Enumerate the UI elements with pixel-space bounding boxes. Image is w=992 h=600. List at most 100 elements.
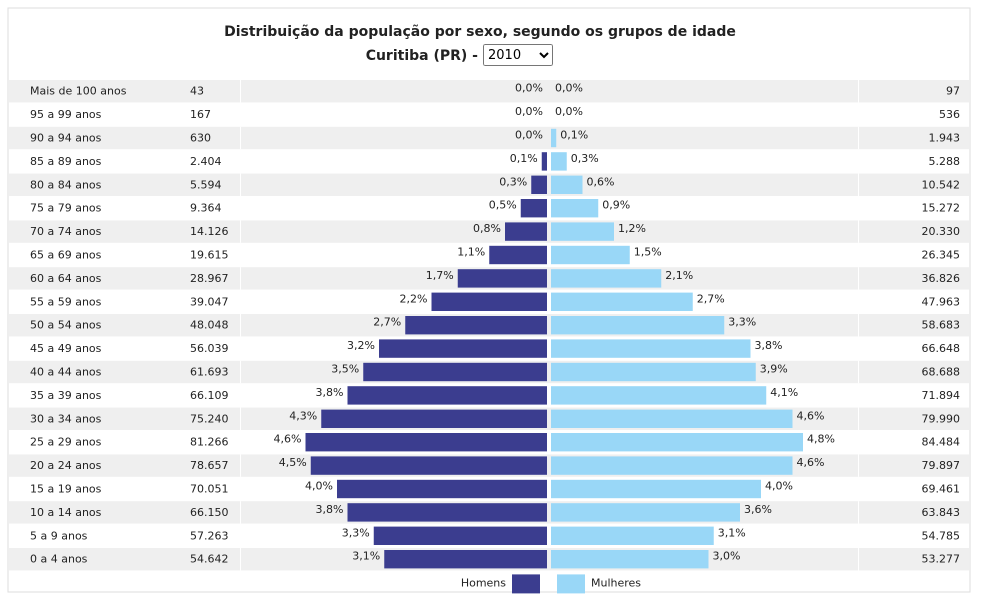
cell-sep — [240, 290, 241, 313]
age-label: 20 a 24 anos — [30, 459, 102, 472]
male-pct: 3,1% — [352, 550, 380, 563]
male-pct: 4,6% — [274, 433, 302, 446]
male-pct: 2,7% — [373, 316, 401, 329]
age-label: 95 a 99 anos — [30, 108, 102, 121]
age-label: 50 a 54 anos — [30, 319, 102, 332]
male-pct: 1,1% — [457, 246, 485, 259]
female-pct: 3,0% — [713, 550, 741, 563]
cell-sep — [858, 548, 859, 571]
cell-sep — [240, 524, 241, 547]
male-bar — [520, 199, 547, 218]
male-count: 2.404 — [190, 155, 222, 168]
male-pct: 4,5% — [279, 456, 307, 469]
male-pct: 0,0% — [515, 129, 543, 142]
cell-sep — [240, 548, 241, 571]
female-pct: 1,2% — [618, 222, 646, 235]
female-count: 1.943 — [929, 132, 961, 145]
male-count: 81.266 — [190, 436, 229, 449]
age-label: 80 a 84 anos — [30, 178, 102, 191]
male-bar — [531, 175, 547, 194]
male-pct: 4,3% — [289, 409, 317, 422]
male-count: 78.657 — [190, 459, 229, 472]
male-pct: 3,8% — [316, 386, 344, 399]
female-count: 36.826 — [922, 272, 961, 285]
age-label: 40 a 44 anos — [30, 366, 102, 379]
male-count: 5.594 — [190, 178, 222, 191]
male-pct: 0,0% — [515, 82, 543, 95]
row-stripe — [9, 80, 969, 103]
cell-sep — [858, 173, 859, 196]
female-count: 68.688 — [922, 366, 961, 379]
legend-label: Homens — [461, 576, 506, 589]
cell-sep — [240, 173, 241, 196]
cell-sep — [858, 197, 859, 220]
male-count: 54.642 — [190, 553, 229, 566]
female-pct: 4,6% — [797, 409, 825, 422]
row-stripe — [9, 126, 969, 150]
cell-sep — [858, 407, 859, 430]
male-bar — [457, 269, 547, 288]
cell-sep — [858, 267, 859, 290]
age-label: 55 a 59 anos — [30, 295, 102, 308]
female-pct: 3,8% — [755, 339, 783, 352]
female-count: 54.785 — [922, 529, 961, 542]
male-bar — [363, 362, 547, 382]
male-pct: 0,5% — [489, 199, 517, 212]
female-bar — [551, 479, 761, 499]
female-bar — [551, 526, 714, 545]
cell-sep — [858, 454, 859, 477]
male-bar — [373, 526, 547, 545]
male-count: 75.240 — [190, 412, 229, 425]
male-bar — [505, 222, 547, 241]
male-count: 61.693 — [190, 366, 229, 379]
cell-sep — [858, 243, 859, 267]
male-pct: 0,8% — [473, 222, 501, 235]
age-label: 10 a 14 anos — [30, 506, 102, 519]
age-label: 60 a 64 anos — [30, 272, 102, 285]
male-bar — [489, 245, 547, 265]
cell-sep — [858, 220, 859, 243]
cell-sep — [858, 314, 859, 337]
female-bar — [551, 503, 740, 522]
age-label: 90 a 94 anos — [30, 132, 102, 145]
male-pct: 0,3% — [499, 175, 527, 188]
female-pct: 4,0% — [765, 480, 793, 493]
cell-sep — [240, 150, 241, 173]
age-label: 5 a 9 anos — [30, 529, 88, 542]
female-bar — [551, 433, 803, 452]
female-bar — [551, 152, 567, 171]
cell-sep — [240, 431, 241, 454]
male-bar — [431, 292, 547, 311]
cell-sep — [858, 431, 859, 454]
female-bar — [551, 362, 756, 382]
male-pct: 4,0% — [305, 480, 333, 493]
female-bar — [551, 245, 630, 265]
male-bar — [337, 479, 547, 499]
age-label: 65 a 69 anos — [30, 249, 102, 262]
female-count: 79.990 — [922, 412, 961, 425]
female-pct: 4,8% — [807, 433, 835, 446]
male-bar — [379, 339, 547, 358]
male-count: 9.364 — [190, 202, 222, 215]
cell-sep — [858, 150, 859, 173]
cell-sep — [858, 103, 859, 126]
female-pct: 1,5% — [634, 246, 662, 259]
female-count: 26.345 — [922, 249, 961, 262]
year-select[interactable]: 2010 — [483, 44, 553, 66]
cell-sep — [240, 243, 241, 267]
female-bar — [551, 339, 751, 358]
male-count: 57.263 — [190, 529, 229, 542]
cell-sep — [240, 314, 241, 337]
cell-sep — [858, 384, 859, 407]
female-pct: 4,1% — [770, 386, 798, 399]
male-bar — [541, 152, 547, 171]
cell-sep — [858, 501, 859, 524]
female-count: 63.843 — [922, 506, 961, 519]
chart-subtitle: Curitiba (PR) - — [366, 48, 478, 64]
male-pct: 3,3% — [342, 526, 370, 539]
female-count: 5.288 — [929, 155, 961, 168]
male-count: 39.047 — [190, 295, 229, 308]
age-label: 25 a 29 anos — [30, 436, 102, 449]
female-pct: 0,6% — [587, 175, 615, 188]
